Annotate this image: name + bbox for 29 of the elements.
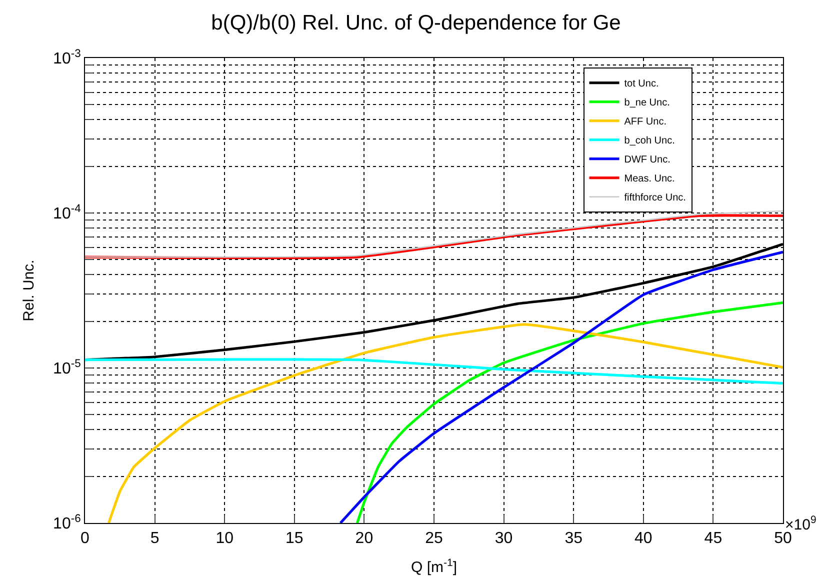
x-tick-label: 40 [634,530,652,548]
x-tick-label: 5 [150,530,160,548]
x-tick-label: 10 [216,530,234,548]
x-tick-label: 30 [494,530,513,548]
x-tick-label: 45 [704,530,722,548]
x-tick-label: 35 [564,530,583,548]
y-axis-title: Rel. Unc. [20,260,38,322]
x-axis-title: Q [m$^{-1}$] [410,556,458,576]
y-tick-label: 10$^{-3}$ [53,48,81,68]
legend-label: b_ne Unc. [624,98,670,109]
y-tick-label: 10$^{-4}$ [53,202,81,223]
legend-label: b_coh Unc. [624,136,675,147]
line-series [85,358,783,385]
legend-label: Meas. Unc. [624,174,675,185]
legend-label: fifthforce Unc. [624,192,686,204]
chart-title: b(Q)/b(0) Rel. Unc. of Q-dependence for Ge [211,11,621,34]
x-tick-label: 15 [286,530,304,548]
line-series [107,323,783,523]
x-tick-label: 50 [774,530,792,548]
legend-label: AFF Unc. [624,116,666,128]
y-tick-label: 10$^{-6}$ [53,512,81,533]
y-tick-label: 10$^{-5}$ [53,358,81,378]
x-tick-label: 25 [425,530,443,548]
line-series [356,301,783,523]
x-tick-label: 20 [355,530,374,548]
legend-label: tot Unc. [624,78,659,90]
line-series [339,250,783,523]
x-tick-label: 0 [80,530,90,548]
legend-label: DWF Unc. [624,154,670,166]
